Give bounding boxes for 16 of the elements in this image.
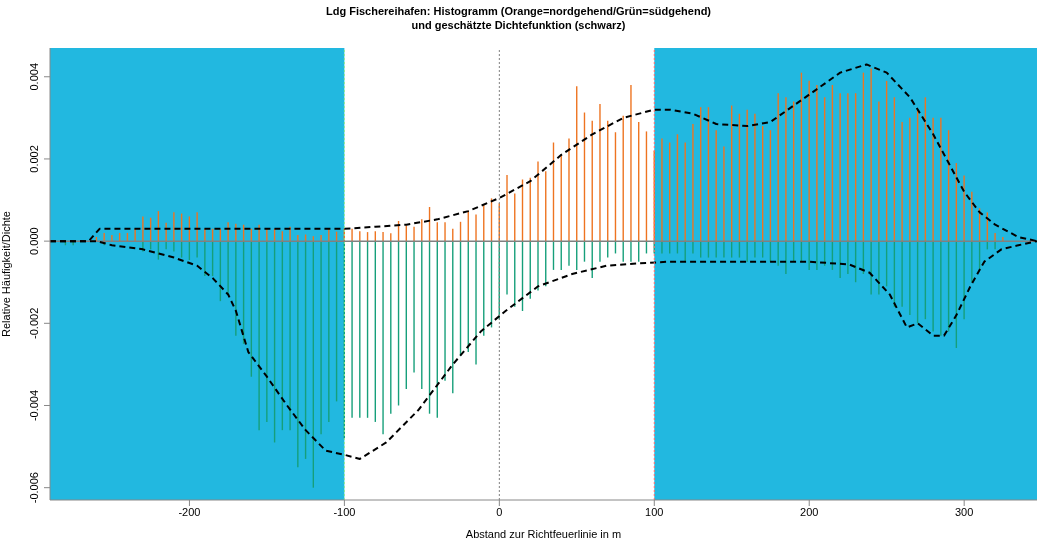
x-tick-label: 0 bbox=[496, 505, 503, 518]
chart-subtitle: und geschätzte Dichtefunktion (schwarz) bbox=[410, 18, 627, 32]
y-axis-title: Relative Häufigkeit/Dichte bbox=[0, 211, 12, 337]
x-tick-label: 300 bbox=[955, 505, 974, 518]
x-tick-label: -100 bbox=[333, 505, 356, 518]
chart-title: Ldg Fischereihafen: Histogramm (Orange=nordgehend/Grün=südgehend) bbox=[324, 4, 712, 18]
y-tick-label: 0.000 bbox=[28, 227, 40, 255]
y-tick-label: -0.002 bbox=[28, 307, 40, 339]
y-tick-label: 0.002 bbox=[28, 145, 40, 173]
y-tick-label: 0.004 bbox=[28, 63, 40, 91]
x-tick-label: 200 bbox=[800, 505, 819, 518]
x-tick-label: -200 bbox=[178, 505, 201, 518]
x-axis-title: Abstand zur Richtfeuerlinie in m bbox=[465, 528, 622, 540]
y-tick-label: -0.004 bbox=[28, 389, 40, 422]
x-tick-label: 100 bbox=[645, 505, 664, 518]
y-tick-label: -0.006 bbox=[28, 472, 40, 504]
